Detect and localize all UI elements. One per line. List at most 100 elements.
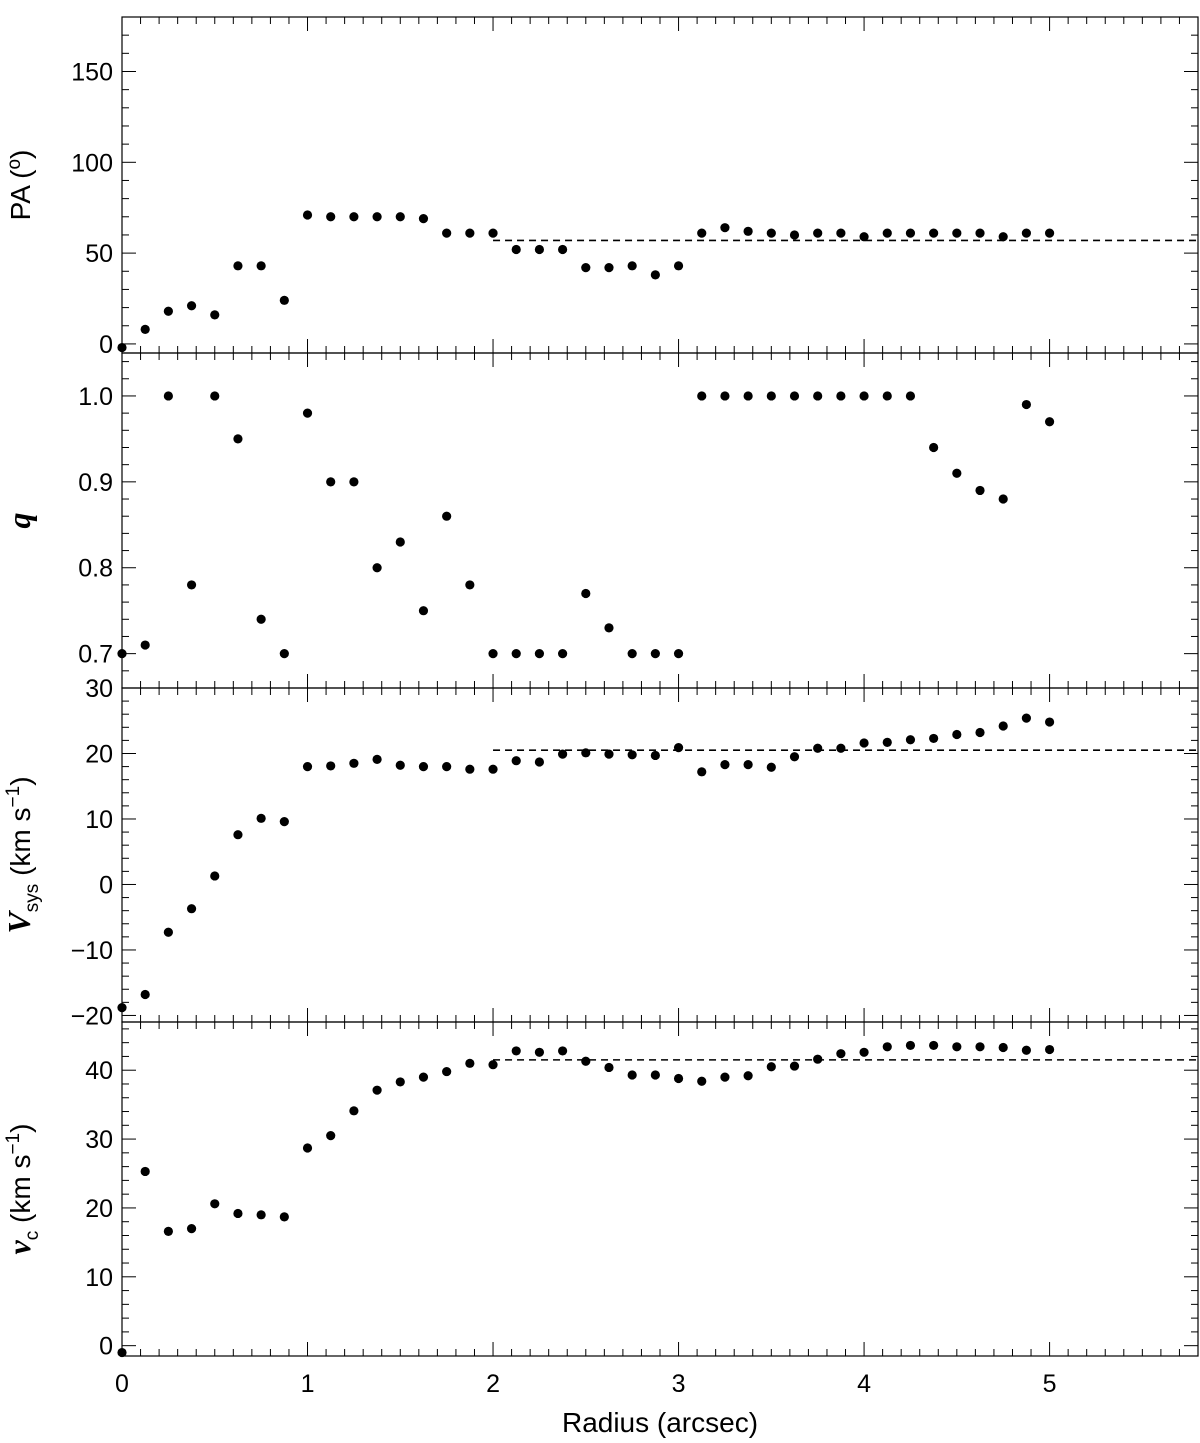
data-point	[163, 927, 173, 937]
data-point	[650, 1070, 660, 1080]
y-tick-label: 0.7	[78, 641, 113, 669]
data-point	[349, 212, 359, 222]
y-tick-label: 1.0	[78, 383, 113, 411]
panel-q-frame	[121, 352, 1199, 689]
data-point	[558, 649, 568, 659]
data-point	[697, 391, 707, 401]
data-point	[488, 764, 498, 774]
data-point	[326, 477, 336, 487]
x-tick-label: 2	[486, 1370, 500, 1398]
data-point	[210, 871, 220, 881]
data-point	[813, 391, 823, 401]
data-point	[1044, 228, 1055, 238]
data-point	[210, 310, 220, 320]
y-tick-label: 30	[85, 675, 113, 703]
data-point	[882, 737, 892, 747]
data-point	[627, 261, 637, 271]
data-point	[372, 754, 382, 764]
data-point	[673, 1073, 684, 1084]
data-point	[1044, 1044, 1055, 1055]
data-point	[210, 1199, 220, 1209]
y-tick-label: −10	[71, 937, 113, 965]
data-point	[395, 212, 405, 222]
data-point	[766, 228, 776, 238]
data-point	[720, 1072, 730, 1082]
data-point	[929, 442, 939, 453]
data-point	[279, 649, 289, 659]
data-point	[395, 1077, 405, 1087]
data-point	[511, 1046, 521, 1056]
data-point	[511, 244, 521, 255]
data-point	[349, 758, 359, 768]
y-tick-label: 20	[85, 740, 113, 768]
data-point	[279, 1212, 289, 1222]
x-tick-label: 3	[672, 1370, 686, 1398]
data-point	[743, 391, 753, 401]
data-point	[952, 468, 962, 478]
data-point	[163, 1226, 173, 1236]
data-point	[697, 1076, 707, 1086]
y-tick-label: 0	[99, 1333, 113, 1361]
data-point	[743, 226, 753, 236]
data-point	[326, 212, 336, 222]
y-tick-label: 0.8	[78, 555, 113, 583]
y-tick-label: 40	[85, 1057, 113, 1085]
data-point	[1021, 399, 1031, 410]
data-point	[998, 1042, 1008, 1053]
data-point	[813, 228, 823, 238]
data-point	[697, 767, 707, 777]
data-point	[650, 649, 660, 659]
data-point	[186, 904, 197, 914]
data-point	[766, 1062, 776, 1072]
data-point	[186, 301, 197, 311]
data-point	[859, 391, 869, 401]
data-point	[233, 830, 243, 840]
data-point	[140, 640, 150, 650]
data-point	[163, 306, 173, 316]
data-point	[326, 761, 336, 771]
data-point	[558, 244, 568, 255]
data-point	[627, 750, 637, 760]
data-point	[766, 391, 776, 401]
data-point	[975, 727, 985, 738]
data-point	[905, 735, 916, 745]
data-point	[836, 391, 846, 401]
data-point	[117, 649, 127, 659]
data-point	[720, 223, 730, 233]
data-point	[697, 228, 707, 238]
y-tick-label: 20	[85, 1195, 113, 1223]
panel-pa: 0 50 100 150 PA (o)	[4, 16, 1199, 359]
data-point	[673, 261, 684, 271]
data-point	[859, 738, 869, 748]
data-point	[905, 228, 916, 238]
data-point	[442, 1066, 452, 1077]
data-point	[1021, 713, 1031, 723]
data-point	[465, 228, 475, 238]
data-point	[859, 232, 869, 242]
panel-vc: 0 10 20 30 40 vc (km s−1)	[1, 1021, 1199, 1361]
data-point	[836, 743, 846, 753]
data-point	[418, 606, 429, 616]
data-point	[836, 1049, 846, 1059]
data-point	[534, 757, 545, 767]
data-point	[1044, 417, 1055, 427]
data-point	[975, 1042, 985, 1052]
y-tick-label: 0.9	[78, 469, 113, 497]
data-point	[465, 764, 475, 774]
y-tick-label: 100	[71, 149, 113, 177]
panel-vsys-y-axis-title: Vsys (km s−1)	[1, 776, 43, 933]
y-tick-label: 30	[85, 1126, 113, 1154]
data-point	[813, 743, 823, 753]
data-point	[256, 614, 266, 624]
data-point	[302, 408, 313, 418]
y-tick-label: 50	[85, 240, 113, 268]
y-tick-label: −20	[71, 1002, 113, 1030]
data-point	[929, 228, 939, 238]
data-point	[1021, 1045, 1031, 1055]
data-point	[233, 261, 243, 271]
data-point	[117, 342, 127, 353]
panel-vsys-frame	[121, 687, 1199, 1023]
data-point	[279, 295, 289, 305]
data-point	[952, 729, 962, 740]
data-point	[372, 212, 382, 222]
